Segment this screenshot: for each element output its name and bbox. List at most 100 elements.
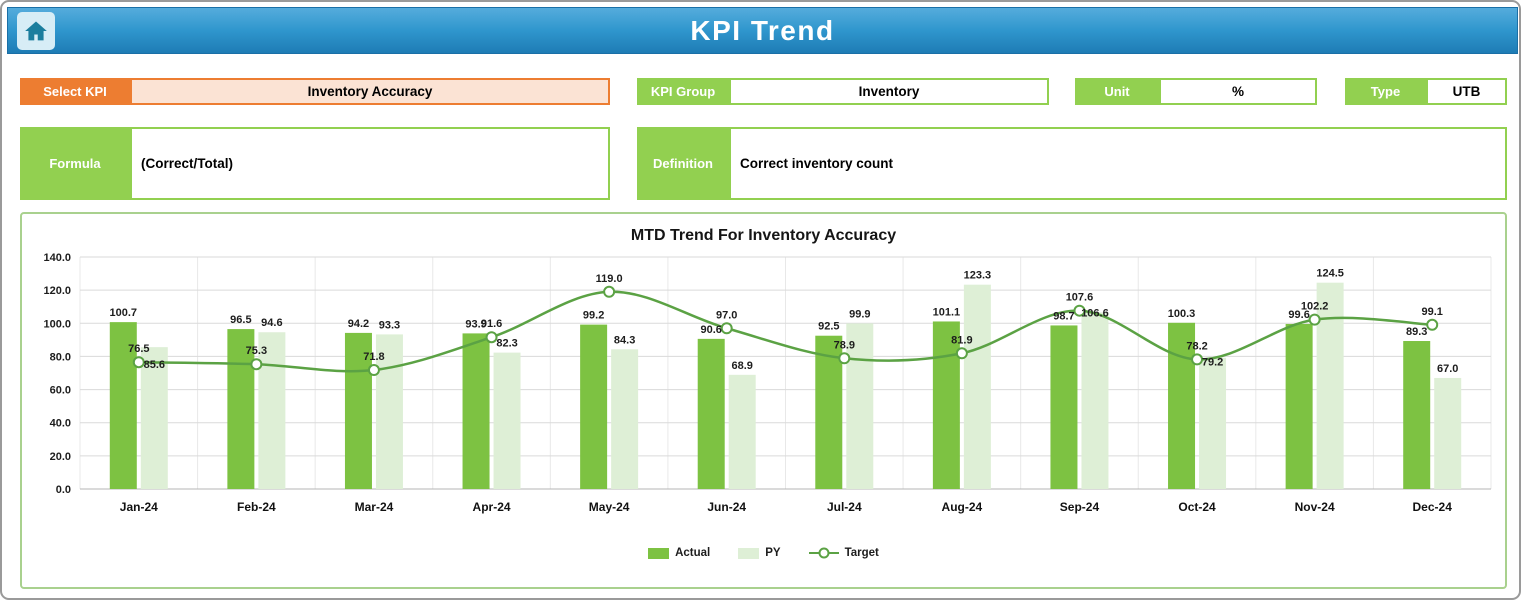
legend-swatch-py — [738, 547, 760, 559]
label-py-Dec-24: 67.0 — [1437, 363, 1458, 375]
bar-py-Feb-24 — [258, 332, 286, 489]
bar-actual-Oct-24 — [1168, 322, 1196, 489]
bar-py-Jul-24 — [846, 323, 874, 489]
bar-actual-Jan-24 — [109, 322, 137, 489]
label-actual-Oct-24: 100.3 — [1168, 308, 1196, 320]
kpi-group-value: Inventory — [729, 78, 1049, 105]
legend-label-py: PY — [765, 547, 781, 559]
select-kpi-field: Select KPI Inventory Accuracy — [20, 78, 610, 105]
label-target-Jun-24: 97.0 — [716, 309, 737, 321]
legend-label-target: Target — [844, 547, 879, 559]
label-actual-Jun-24: 90.6 — [700, 324, 721, 336]
label-py-Oct-24: 79.2 — [1202, 356, 1223, 368]
legend-item-actual: Actual — [648, 547, 710, 559]
legend-swatch-actual — [648, 547, 670, 559]
chart-card: MTD Trend For Inventory Accuracy 0.0 20.0… — [20, 212, 1507, 589]
label-py-Mar-24: 93.3 — [379, 319, 400, 331]
formula-label: Formula — [20, 127, 130, 200]
x-axis-label-Mar-24: Mar-24 — [355, 500, 394, 514]
label-target-Jul-24: 78.9 — [834, 339, 855, 351]
label-py-Jul-24: 99.9 — [849, 308, 870, 320]
formula-field: Formula (Correct/Total) — [20, 127, 610, 200]
label-target-Jan-24: 76.5 — [128, 343, 149, 355]
label-target-Dec-24: 99.1 — [1421, 306, 1442, 318]
x-axis-label-Oct-24: Oct-24 — [1178, 500, 1216, 514]
label-py-May-24: 84.3 — [614, 334, 635, 346]
y-axis-tick-label: 140.0 — [43, 252, 71, 264]
label-target-Mar-24: 71.8 — [363, 351, 384, 363]
bar-py-Apr-24 — [493, 352, 521, 489]
bar-actual-Nov-24 — [1285, 323, 1313, 489]
x-axis-label-Jan-24: Jan-24 — [120, 500, 158, 514]
type-label: Type — [1345, 78, 1426, 105]
target-marker-Jun-24 — [720, 322, 733, 335]
kpi-group-field: KPI Group Inventory — [637, 78, 1049, 105]
label-py-Aug-24: 123.3 — [964, 270, 992, 282]
label-target-Aug-24: 81.9 — [951, 334, 972, 346]
unit-field: Unit % — [1075, 78, 1317, 105]
label-target-Oct-24: 78.2 — [1186, 340, 1207, 352]
y-axis-tick-label: 20.0 — [50, 451, 71, 463]
bar-actual-Dec-24 — [1403, 341, 1431, 489]
x-axis-label-May-24: May-24 — [589, 500, 630, 514]
label-target-Apr-24: 91.6 — [481, 318, 502, 330]
label-py-Apr-24: 82.3 — [496, 338, 517, 350]
label-actual-Jul-24: 92.5 — [818, 321, 839, 333]
bar-py-Nov-24 — [1316, 282, 1344, 489]
label-actual-May-24: 99.2 — [583, 310, 604, 322]
bar-actual-Apr-24 — [462, 333, 490, 489]
unit-label: Unit — [1075, 78, 1159, 105]
bar-py-Jun-24 — [728, 374, 756, 489]
bar-py-Dec-24 — [1434, 377, 1462, 489]
legend-target-marker-icon — [808, 547, 839, 559]
label-actual-Apr-24: 93.9 — [465, 318, 486, 330]
home-button[interactable] — [17, 12, 55, 50]
target-marker-Nov-24 — [1308, 313, 1321, 326]
label-actual-Sep-24: 98.7 — [1053, 310, 1074, 322]
label-target-May-24: 119.0 — [596, 273, 623, 285]
y-axis-tick-label: 60.0 — [50, 385, 71, 397]
target-marker-May-24 — [603, 285, 616, 298]
target-marker-Jan-24 — [132, 356, 145, 369]
bar-py-May-24 — [611, 349, 639, 489]
bar-actual-Jun-24 — [697, 338, 725, 489]
home-icon — [25, 21, 47, 41]
x-axis-label-Dec-24: Dec-24 — [1413, 500, 1453, 514]
legend-label-actual: Actual — [675, 547, 711, 559]
legend-item-py: PY — [738, 547, 781, 559]
definition-value: Correct inventory count — [729, 127, 1507, 200]
x-axis-label-Jun-24: Jun-24 — [707, 500, 746, 514]
label-target-Nov-24: 102.2 — [1301, 301, 1329, 313]
definition-field: Definition Correct inventory count — [637, 127, 1507, 200]
target-marker-Sep-24 — [1073, 304, 1086, 317]
formula-value: (Correct/Total) — [130, 127, 610, 200]
type-field: Type UTB — [1345, 78, 1507, 105]
select-kpi-value[interactable]: Inventory Accuracy — [130, 78, 610, 105]
label-target-Sep-24: 107.6 — [1066, 292, 1094, 304]
type-value: UTB — [1426, 78, 1507, 105]
select-kpi-label: Select KPI — [20, 78, 130, 105]
label-py-Sep-24: 106.6 — [1081, 308, 1109, 320]
x-axis-label-Jul-24: Jul-24 — [827, 500, 862, 514]
label-py-Jan-24: 85.6 — [144, 359, 165, 371]
target-marker-Jul-24 — [838, 352, 851, 365]
bar-py-Oct-24 — [1199, 357, 1227, 489]
y-axis-tick-label: 120.0 — [43, 285, 71, 297]
target-marker-Dec-24 — [1426, 318, 1439, 331]
bar-actual-Feb-24 — [227, 329, 255, 489]
label-actual-Feb-24: 96.5 — [230, 314, 251, 326]
label-actual-Jan-24: 100.7 — [110, 307, 138, 319]
kpi-group-label: KPI Group — [637, 78, 729, 105]
chart-legend: Actual PY Target — [22, 547, 1505, 559]
target-marker-Oct-24 — [1191, 353, 1204, 366]
label-py-Nov-24: 124.5 — [1316, 268, 1344, 280]
y-axis-tick-label: 40.0 — [50, 418, 71, 430]
kpi-trend-chart: 0.0 20.0 40.0 60.0 80.0 100.0 120.0 140.0 76.5 10… — [43, 252, 1492, 514]
target-marker-Aug-24 — [955, 347, 968, 360]
page-title: KPI Trend — [690, 14, 835, 46]
target-marker-Apr-24 — [485, 331, 498, 344]
y-axis-tick-label: 80.0 — [50, 351, 71, 363]
label-actual-Nov-24: 99.6 — [1288, 309, 1309, 321]
label-actual-Mar-24: 94.2 — [348, 318, 369, 330]
y-axis-tick-label: 100.0 — [43, 318, 71, 330]
